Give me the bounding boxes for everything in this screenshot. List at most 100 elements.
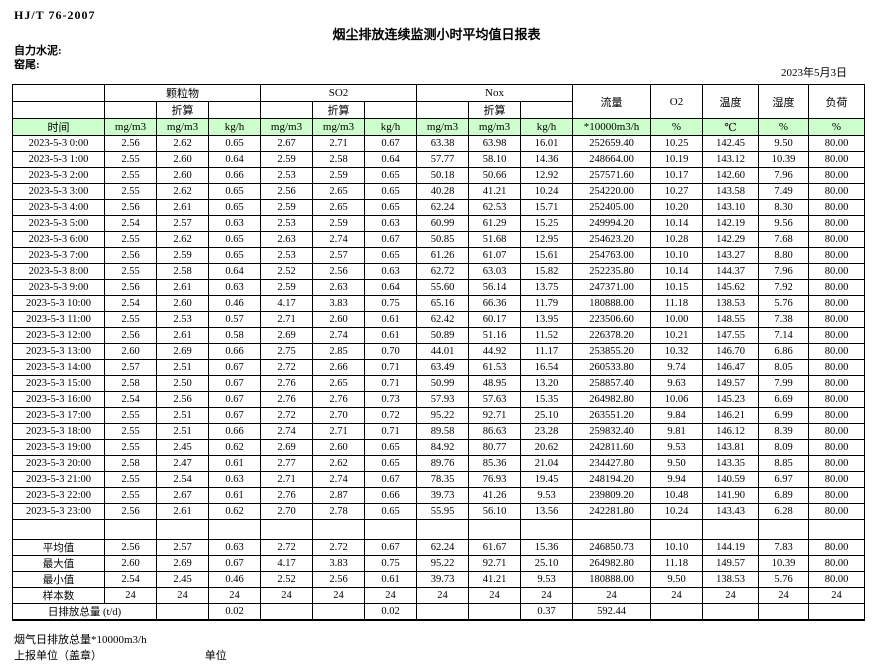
- value-cell: 3.83: [312, 555, 365, 572]
- value-cell: 7.99: [758, 375, 809, 392]
- value-cell: 63.38: [416, 135, 469, 152]
- value-cell: 147.55: [702, 327, 759, 344]
- value-cell: 8.30: [758, 199, 809, 216]
- value-cell: 12.92: [520, 167, 573, 184]
- value-cell: 39.73: [416, 571, 469, 588]
- value-cell: [416, 603, 469, 621]
- value-cell: 2.85: [312, 343, 365, 360]
- summary-row: 最小值 2.54 2.45 0.46 2.52 2.56 0.61 39.73 41.21 9.5…: [12, 571, 865, 588]
- value-cell: 248194.20: [572, 471, 651, 488]
- value-cell: 65.16: [416, 295, 469, 312]
- value-cell: 2.56: [104, 503, 157, 520]
- value-cell: 95.22: [416, 555, 469, 572]
- value-cell: 7.38: [758, 311, 809, 328]
- value-cell: 0.58: [208, 327, 261, 344]
- data-row: 2023-5-3 22:00 2.55 2.67 0.61 2.76 2.87 0.66 39…: [12, 487, 865, 504]
- value-cell: 63.98: [468, 135, 521, 152]
- value-cell: 63.03: [468, 263, 521, 280]
- time-cell: 2023-5-3 17:00: [12, 407, 105, 424]
- value-cell: 10.39: [758, 555, 809, 572]
- value-cell: 9.94: [650, 471, 703, 488]
- value-cell: 24: [808, 587, 865, 604]
- value-cell: 0.64: [208, 151, 261, 168]
- value-cell: 2.67: [156, 487, 209, 504]
- data-row: 2023-5-3 3:00 2.55 2.62 0.65 2.56 2.65 0.65 40.…: [12, 183, 865, 200]
- report-table: 颗粒物 SO2 Nox 流量 O2 温度 湿度 负荷 折算 折算 折算: [12, 84, 865, 621]
- value-cell: 2.51: [156, 407, 209, 424]
- unit-cell: mg/m3: [468, 118, 521, 136]
- value-cell: 80.00: [808, 327, 865, 344]
- blank-cell: [572, 519, 651, 540]
- value-cell: 0.46: [208, 295, 261, 312]
- value-cell: 2.55: [104, 487, 157, 504]
- value-cell: 0.61: [364, 327, 417, 344]
- value-cell: 15.82: [520, 263, 573, 280]
- value-cell: 2.59: [312, 167, 365, 184]
- value-cell: 2.52: [260, 571, 313, 588]
- value-cell: 138.53: [702, 571, 759, 588]
- value-cell: 258857.40: [572, 375, 651, 392]
- value-cell: 2.56: [104, 539, 157, 556]
- value-cell: 10.10: [650, 539, 703, 556]
- value-cell: 10.17: [650, 167, 703, 184]
- value-cell: 50.99: [416, 375, 469, 392]
- value-cell: 6.69: [758, 391, 809, 408]
- value-cell: 0.71: [364, 423, 417, 440]
- value-cell: 146.12: [702, 423, 759, 440]
- value-cell: 0.64: [364, 151, 417, 168]
- value-cell: 0.71: [364, 359, 417, 376]
- value-cell: 7.68: [758, 231, 809, 248]
- value-cell: 76.93: [468, 471, 521, 488]
- value-cell: 0.64: [208, 263, 261, 280]
- value-cell: 2.56: [104, 247, 157, 264]
- company-name: 自力水泥:: [14, 45, 62, 57]
- value-cell: 2.60: [312, 311, 365, 328]
- time-cell: 2023-5-3 3:00: [12, 183, 105, 200]
- value-cell: 2.72: [260, 539, 313, 556]
- value-cell: 9.53: [520, 487, 573, 504]
- value-cell: 143.81: [702, 439, 759, 456]
- value-cell: 2.87: [312, 487, 365, 504]
- value-cell: 80.00: [808, 263, 865, 280]
- header-particulate: 颗粒物: [104, 84, 261, 102]
- value-cell: 24: [572, 587, 651, 604]
- value-cell: 24: [416, 587, 469, 604]
- summary-row: 样本数 24 24 24 24 24 24 24 24 24 24 24 24 24 24: [12, 587, 865, 604]
- summary-row: 平均值 2.56 2.57 0.63 2.72 2.72 0.67 62.24 61.67 15.…: [12, 539, 865, 556]
- data-row: 2023-5-3 1:00 2.55 2.60 0.64 2.59 2.58 0.64 57.…: [12, 151, 865, 168]
- value-cell: 41.21: [468, 183, 521, 200]
- value-cell: 2.56: [260, 183, 313, 200]
- value-cell: 2.55: [104, 471, 157, 488]
- value-cell: 9.50: [758, 135, 809, 152]
- value-cell: 0.75: [364, 295, 417, 312]
- value-cell: 10.24: [520, 183, 573, 200]
- value-cell: 2.54: [156, 471, 209, 488]
- value-cell: 180888.00: [572, 295, 651, 312]
- value-cell: 2.58: [104, 455, 157, 472]
- value-cell: 2.55: [104, 407, 157, 424]
- value-cell: 23.28: [520, 423, 573, 440]
- value-cell: 142.29: [702, 231, 759, 248]
- value-cell: 2.75: [260, 343, 313, 360]
- value-cell: 24: [208, 587, 261, 604]
- value-cell: 2.56: [104, 199, 157, 216]
- value-cell: 2.62: [156, 183, 209, 200]
- value-cell: 0.67: [364, 135, 417, 152]
- blank-cell: [416, 519, 469, 540]
- value-cell: 252235.80: [572, 263, 651, 280]
- value-cell: 2.65: [312, 183, 365, 200]
- value-cell: 2.56: [104, 327, 157, 344]
- value-cell: 80.00: [808, 359, 865, 376]
- value-cell: 2.53: [156, 311, 209, 328]
- blank-cell: [808, 519, 865, 540]
- value-cell: 20.62: [520, 439, 573, 456]
- value-cell: 16.01: [520, 135, 573, 152]
- value-cell: 80.00: [808, 215, 865, 232]
- value-cell: 44.01: [416, 343, 469, 360]
- value-cell: 9.56: [758, 215, 809, 232]
- value-cell: 2.65: [312, 199, 365, 216]
- value-cell: 2.51: [156, 423, 209, 440]
- value-cell: 10.19: [650, 151, 703, 168]
- value-cell: 2.59: [260, 279, 313, 296]
- value-cell: 2.74: [312, 471, 365, 488]
